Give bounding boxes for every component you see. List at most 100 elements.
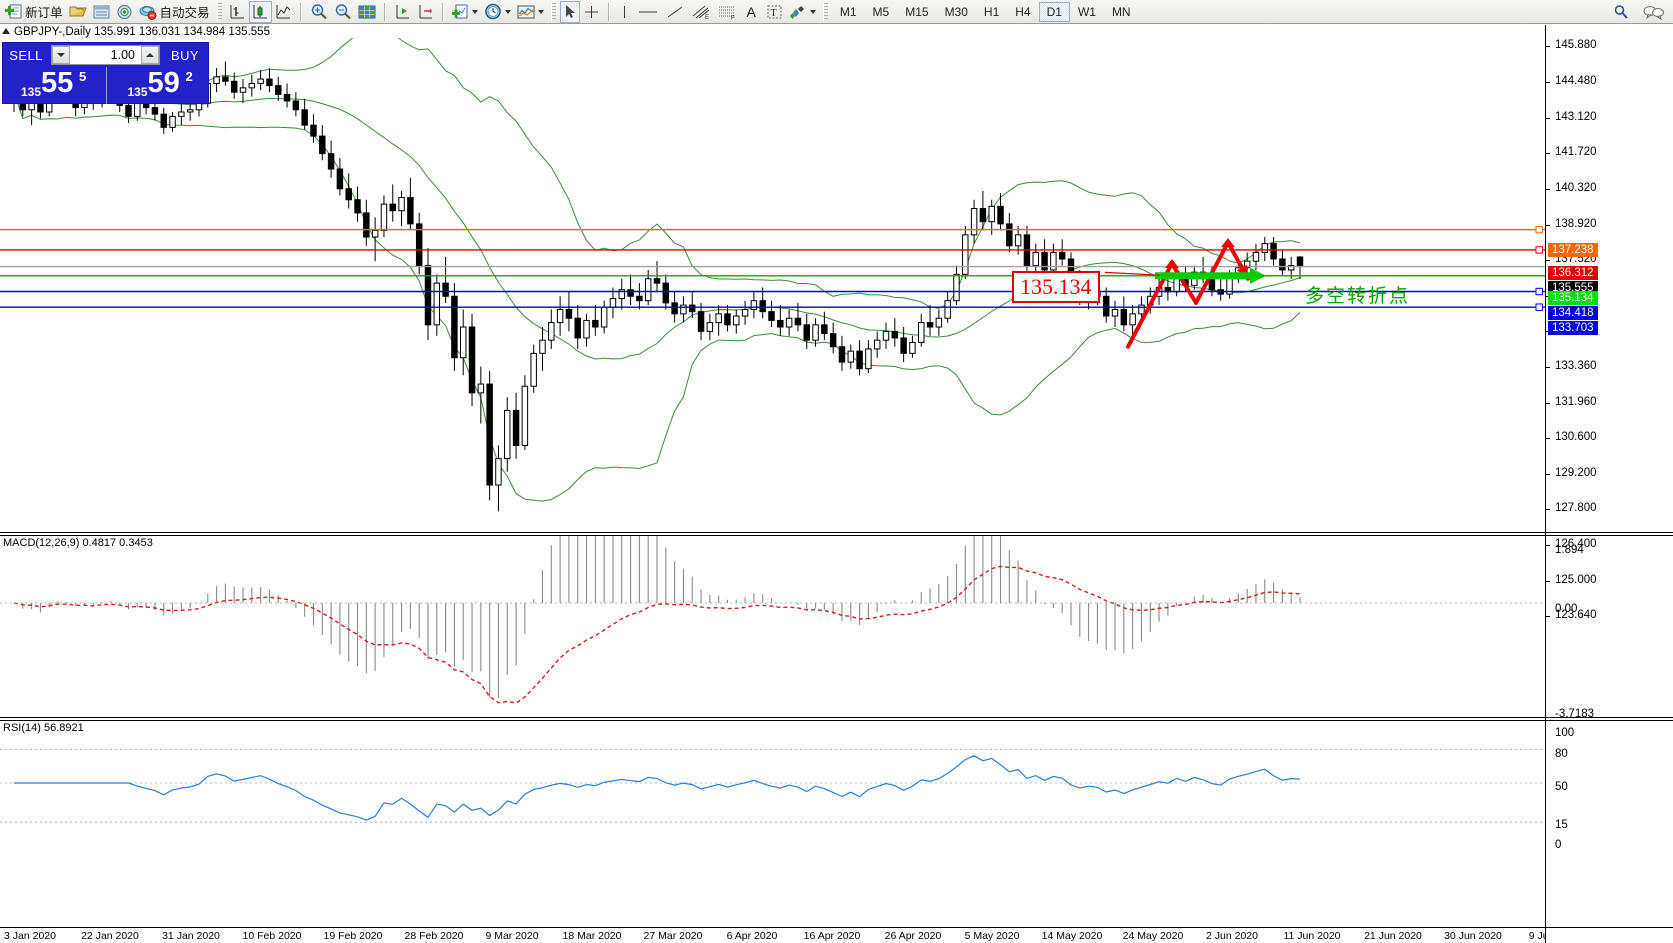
templates-button[interactable] (514, 1, 547, 23)
text-label-button[interactable]: T (763, 1, 786, 23)
text-icon: A (746, 3, 756, 20)
price-badge-136312[interactable]: 136.312 (1548, 266, 1598, 280)
price-tick (1546, 46, 1550, 47)
drawing-toolbar-grip[interactable] (550, 2, 556, 21)
market-watch-button[interactable] (90, 1, 113, 23)
toolbar-right-group (1613, 4, 1673, 20)
volume-input[interactable]: 1.00 (51, 45, 160, 65)
price-annotation-box[interactable]: 135.134 (1012, 271, 1100, 303)
macd-signal-line (13, 565, 1301, 704)
date-tick-label: 19 Feb 2020 (323, 930, 383, 942)
autotrading-icon (139, 4, 157, 20)
timeframe-m30[interactable]: M30 (944, 4, 968, 19)
grid-icon (358, 4, 376, 20)
price-tick-label: 127.800 (1555, 502, 1597, 514)
crosshair-button[interactable] (580, 1, 603, 23)
indicators-button[interactable] (449, 1, 481, 23)
date-tick-label: 28 Feb 2020 (404, 930, 464, 942)
bar-chart-icon (229, 4, 246, 20)
pane-separator (1546, 535, 1673, 536)
timeframe-m5[interactable]: M5 (872, 4, 890, 19)
folder-button[interactable] (66, 1, 90, 23)
rsi-pane[interactable] (0, 721, 1545, 916)
price-axis[interactable]: 145.880 144.480 143.120 141.720 140.320 138.9… (1545, 25, 1673, 943)
price-badge-134418[interactable]: 134.418 (1548, 306, 1598, 320)
volume-up-button[interactable] (141, 46, 159, 64)
rsi-scale-label: 100 (1555, 727, 1575, 739)
rsi-scale-label: 15 (1555, 819, 1568, 831)
horizontal-line-button[interactable] (634, 1, 662, 23)
macd-pane[interactable] (0, 536, 1545, 714)
buy-price-int: 135 (127, 85, 148, 99)
line-chart-button[interactable] (272, 1, 295, 23)
text-button[interactable]: A (740, 1, 763, 23)
cursor-button[interactable] (559, 0, 580, 23)
line-chart-icon (275, 4, 292, 20)
shapes-dropdown-arrow[interactable] (809, 9, 816, 14)
volume-down-button[interactable] (52, 46, 70, 64)
bar-chart-button[interactable] (226, 1, 249, 23)
autoscroll-button[interactable] (414, 1, 437, 23)
new-order-label: 新订单 (25, 6, 63, 20)
rsi-scale-label: 0 (1555, 839, 1562, 851)
timeframe-w1[interactable]: W1 (1077, 4, 1096, 19)
date-tick-label: 5 May 2020 (964, 930, 1020, 942)
navigator-button[interactable] (113, 1, 136, 23)
search-icon[interactable] (1613, 4, 1629, 20)
timeframe-h4[interactable]: H4 (1015, 4, 1031, 19)
buy-price-big: 59 (147, 67, 180, 99)
timeframe-m1[interactable]: M1 (839, 4, 857, 19)
vertical-line-button[interactable] (615, 1, 634, 23)
timeframe-group: M1 M5 M15 M30 H1 H4 D1 W1 MN (832, 1, 1139, 22)
price-tick-label: 133.360 (1555, 360, 1597, 372)
buy-button[interactable]: BUY (171, 47, 199, 63)
toolbar-grip[interactable] (216, 2, 222, 21)
chat-icon[interactable] (1643, 4, 1665, 20)
zoom-in-button[interactable] (307, 1, 331, 23)
date-tick-label: 27 Mar 2020 (643, 930, 703, 942)
period-dropdown-arrow[interactable] (504, 9, 511, 14)
period-button[interactable] (481, 1, 514, 23)
one-click-trading-panel[interactable]: SELL 1.00 BUY 135 55 5 (2, 42, 209, 104)
candlestick-chart-button[interactable] (248, 0, 272, 23)
collapse-triangle-icon[interactable] (2, 28, 10, 34)
date-tick-label: 3 Jan 2020 (4, 930, 56, 942)
fibonacci-button[interactable]: F (714, 1, 740, 23)
price-badge-133703[interactable]: 133.703 (1548, 321, 1598, 335)
grid-button[interactable] (355, 1, 379, 23)
trendline-button[interactable] (662, 1, 688, 23)
indicators-dropdown-arrow[interactable] (471, 9, 478, 14)
timeframe-d1[interactable]: D1 (1038, 1, 1070, 22)
price-badge-137238[interactable]: 137.238 (1548, 243, 1598, 257)
sell-price-big: 55 (41, 67, 74, 99)
zoom-out-button[interactable] (331, 1, 355, 23)
date-tick-label: 9 Mar 2020 (485, 930, 539, 942)
date-tick-label: 6 Apr 2020 (726, 930, 778, 942)
sell-price[interactable]: 135 55 5 (3, 67, 106, 103)
timeframe-mn[interactable]: MN (1111, 4, 1131, 19)
new-order-button[interactable]: 新订单 (2, 1, 66, 23)
buy-price[interactable]: 135 59 2 (106, 67, 209, 103)
timeframe-toolbar-grip[interactable] (822, 2, 828, 21)
equidistant-channel-button[interactable]: E (688, 1, 714, 23)
zoom-in-icon (310, 3, 328, 20)
date-tick-label: 10 Feb 2020 (242, 930, 302, 942)
templates-dropdown-arrow[interactable] (537, 9, 544, 14)
price-tick (1546, 189, 1550, 190)
timeframe-h1[interactable]: H1 (983, 4, 1000, 19)
pane-separator (1546, 720, 1673, 721)
shapes-button[interactable] (786, 1, 819, 23)
shift-end-icon (394, 4, 411, 20)
chart-window[interactable]: GBPJPY-,Daily 135.991 136.031 134.984 13… (0, 25, 1673, 943)
price-badge-135134[interactable]: 135.134 (1548, 291, 1598, 305)
timeframe-m15[interactable]: M15 (905, 4, 929, 19)
text-label-icon: T (766, 4, 783, 20)
equidistant-channel-icon: E (691, 4, 711, 20)
turning-point-annotation[interactable]: 多空转折点 (1305, 285, 1411, 307)
price-tick (1546, 616, 1550, 617)
price-tick-label: 143.120 (1555, 111, 1597, 123)
autotrading-button[interactable]: 自动交易 (136, 1, 213, 23)
volume-value[interactable]: 1.00 (110, 48, 135, 62)
sell-button[interactable]: SELL (9, 47, 43, 63)
shift-end-button[interactable] (391, 1, 414, 23)
